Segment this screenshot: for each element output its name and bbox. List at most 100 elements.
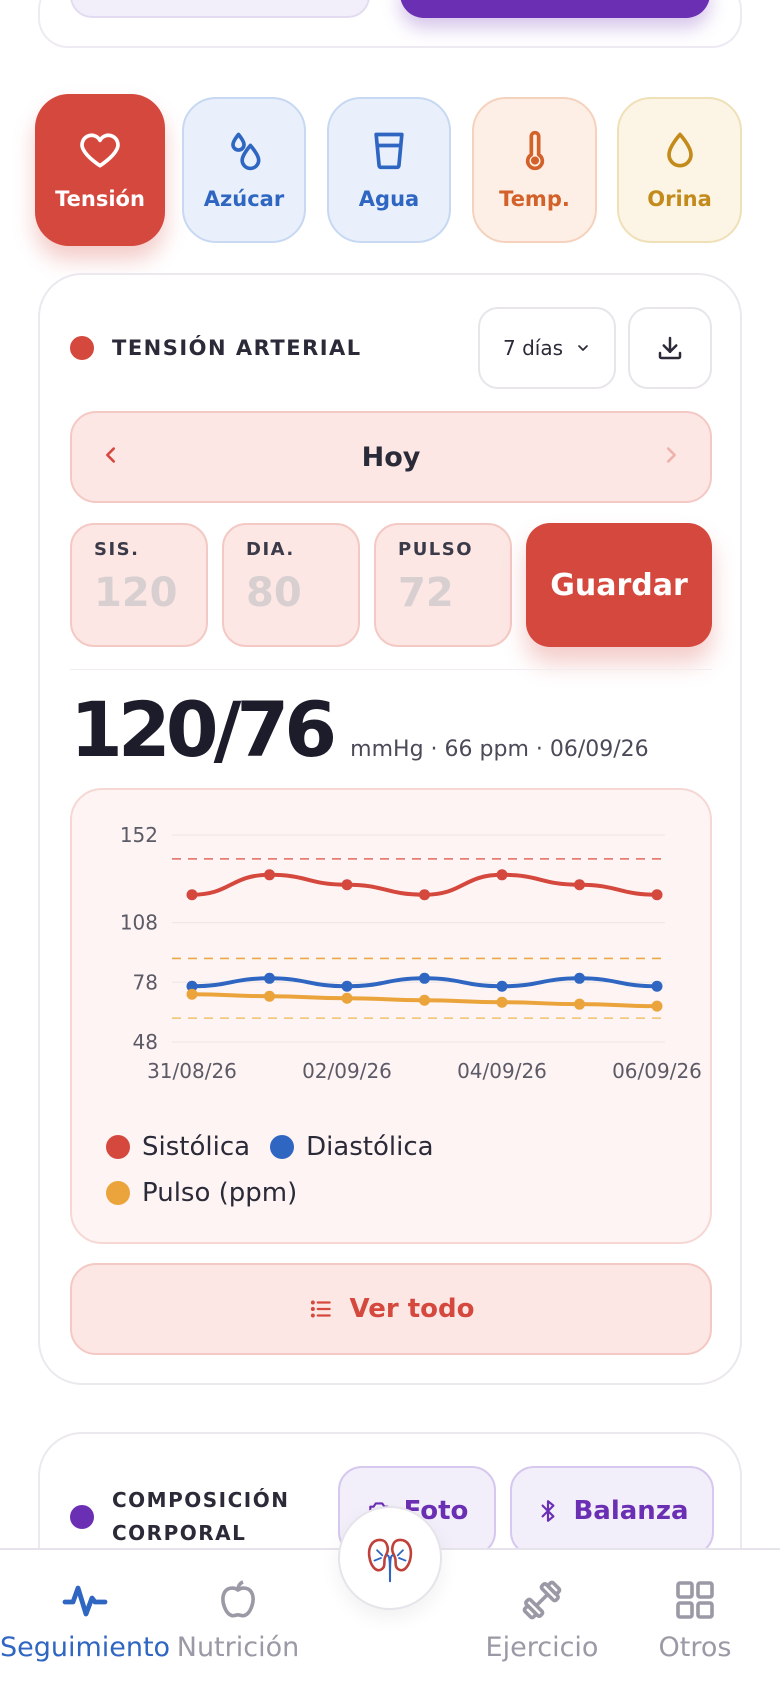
latest-reading: 120/76 mmHg · 66 ppm · 06/09/26: [70, 685, 649, 785]
pulse-input[interactable]: [398, 570, 494, 616]
card-title-text: TENSIÓN ARTERIAL: [112, 336, 362, 360]
previous-card-primary-button[interactable]: [400, 0, 710, 18]
data-point: [496, 869, 508, 881]
day-label: Hoy: [361, 441, 421, 473]
data-point: [651, 1000, 663, 1012]
data-point: [186, 889, 198, 901]
legend-label: Sistólica: [142, 1132, 251, 1162]
legend-label: Diastólica: [306, 1132, 434, 1162]
data-point: [496, 996, 508, 1008]
tab-tension[interactable]: Tensión: [35, 94, 165, 246]
accent-dot: [70, 1505, 94, 1529]
data-point: [574, 879, 585, 891]
scale-label: Balanza: [573, 1496, 689, 1526]
diastolic-field[interactable]: DIA.: [222, 523, 360, 647]
list-icon: [310, 1300, 331, 1318]
card-title: TENSIÓN ARTERIAL: [70, 307, 362, 389]
bp-chart-svg: 152 108 78 48 31/08/26 02/09/26 04/09/26 06/09/…: [120, 823, 702, 1083]
tab-azucar[interactable]: Azúcar: [182, 97, 306, 243]
data-point: [496, 980, 508, 992]
range-select[interactable]: 7 días: [478, 307, 616, 389]
legend-swatch: [106, 1135, 130, 1159]
tab-temp[interactable]: Temp.: [472, 97, 597, 243]
card-header: TENSIÓN ARTERIAL 7 días: [70, 307, 716, 389]
x-tick-label: 31/08/26: [147, 1059, 237, 1083]
legend-item: Diastólica: [270, 1132, 434, 1162]
chevron-right-icon: [666, 447, 676, 463]
data-point: [651, 980, 663, 992]
grid-icon: [676, 1581, 714, 1619]
tab-label: Orina: [647, 187, 712, 211]
measurement-type-tabs: Tensión Azúcar Agua Temp. Orina: [35, 94, 745, 246]
y-tick-label: 78: [133, 970, 158, 994]
kidneys-icon: [367, 1538, 413, 1583]
data-point: [574, 972, 585, 984]
legend-item: Pulso (ppm): [106, 1178, 297, 1208]
view-all-label: Ver todo: [349, 1294, 475, 1324]
view-all-button[interactable]: Ver todo: [70, 1263, 712, 1355]
chevron-left-icon: [106, 447, 116, 463]
latest-value: 120/76: [70, 685, 337, 774]
systolic-field[interactable]: SIS.: [70, 523, 208, 647]
dumbbell-icon: [522, 1580, 562, 1620]
data-point: [419, 889, 430, 901]
blood-pressure-card: TENSIÓN ARTERIAL 7 días Hoy SIS. DIA. PU…: [38, 273, 742, 1385]
previous-day-button[interactable]: [100, 442, 122, 472]
latest-meta: mmHg · 66 ppm · 06/09/26: [350, 737, 649, 762]
y-tick-label: 48: [133, 1030, 158, 1054]
tab-label: Agua: [358, 187, 420, 211]
download-icon: [658, 336, 682, 360]
data-point: [341, 980, 353, 992]
nav-label: Ejercicio: [485, 1632, 599, 1663]
download-button[interactable]: [628, 307, 712, 389]
previous-card: [38, 0, 742, 48]
thermometer-icon: [525, 130, 544, 171]
data-point: [264, 990, 275, 1002]
data-point: [341, 879, 353, 891]
data-point: [264, 972, 275, 984]
scale-button[interactable]: Balanza: [510, 1466, 714, 1556]
nav-nutricion[interactable]: Nutrición: [170, 1576, 306, 1663]
drops-icon: [231, 132, 261, 171]
diastolic-input[interactable]: [246, 570, 342, 616]
pulse-field[interactable]: PULSO: [374, 523, 512, 647]
data-point: [341, 992, 353, 1004]
glass-icon: [374, 132, 404, 170]
bluetooth-icon: [541, 1500, 555, 1522]
previous-card-secondary-button[interactable]: [70, 0, 370, 18]
nav-otros[interactable]: Otros: [628, 1576, 762, 1663]
chevron-down-icon: [578, 345, 588, 351]
data-point: [574, 998, 585, 1010]
x-tick-label: 02/09/26: [302, 1059, 392, 1083]
tab-agua[interactable]: Agua: [327, 97, 451, 243]
next-day-button[interactable]: [660, 442, 682, 472]
data-point: [186, 980, 198, 992]
save-button[interactable]: Guardar: [526, 523, 712, 647]
legend-swatch: [270, 1135, 295, 1159]
y-tick-label: 108: [120, 911, 158, 935]
data-point: [651, 889, 663, 901]
divider: [70, 669, 712, 670]
systolic-input[interactable]: [94, 570, 190, 616]
nav-label: Otros: [658, 1632, 732, 1663]
nav-label: Nutrición: [176, 1632, 300, 1663]
nav-label: Seguimiento: [0, 1632, 171, 1663]
apple-icon: [221, 1580, 255, 1618]
tab-label: Temp.: [499, 187, 570, 211]
y-tick-label: 152: [120, 823, 158, 847]
composition-title-line2: CORPORAL: [112, 1521, 247, 1545]
diastolic-label: DIA.: [246, 539, 295, 560]
day-navigator: Hoy: [70, 411, 712, 503]
drop-icon: [666, 132, 693, 168]
data-point: [419, 972, 430, 984]
tab-orina[interactable]: Orina: [617, 97, 742, 243]
pulse-icon: [62, 1585, 108, 1617]
nav-seguimiento[interactable]: Seguimiento: [0, 1576, 170, 1663]
tab-label: Azúcar: [203, 187, 285, 211]
pulse-label: PULSO: [398, 539, 474, 560]
nav-ejercicio[interactable]: Ejercicio: [474, 1576, 610, 1663]
tab-label: Tensión: [55, 187, 145, 211]
center-kidneys-button[interactable]: [338, 1506, 442, 1610]
data-point: [419, 994, 430, 1006]
composition-title: COMPOSICIÓN CORPORAL: [70, 1484, 289, 1550]
